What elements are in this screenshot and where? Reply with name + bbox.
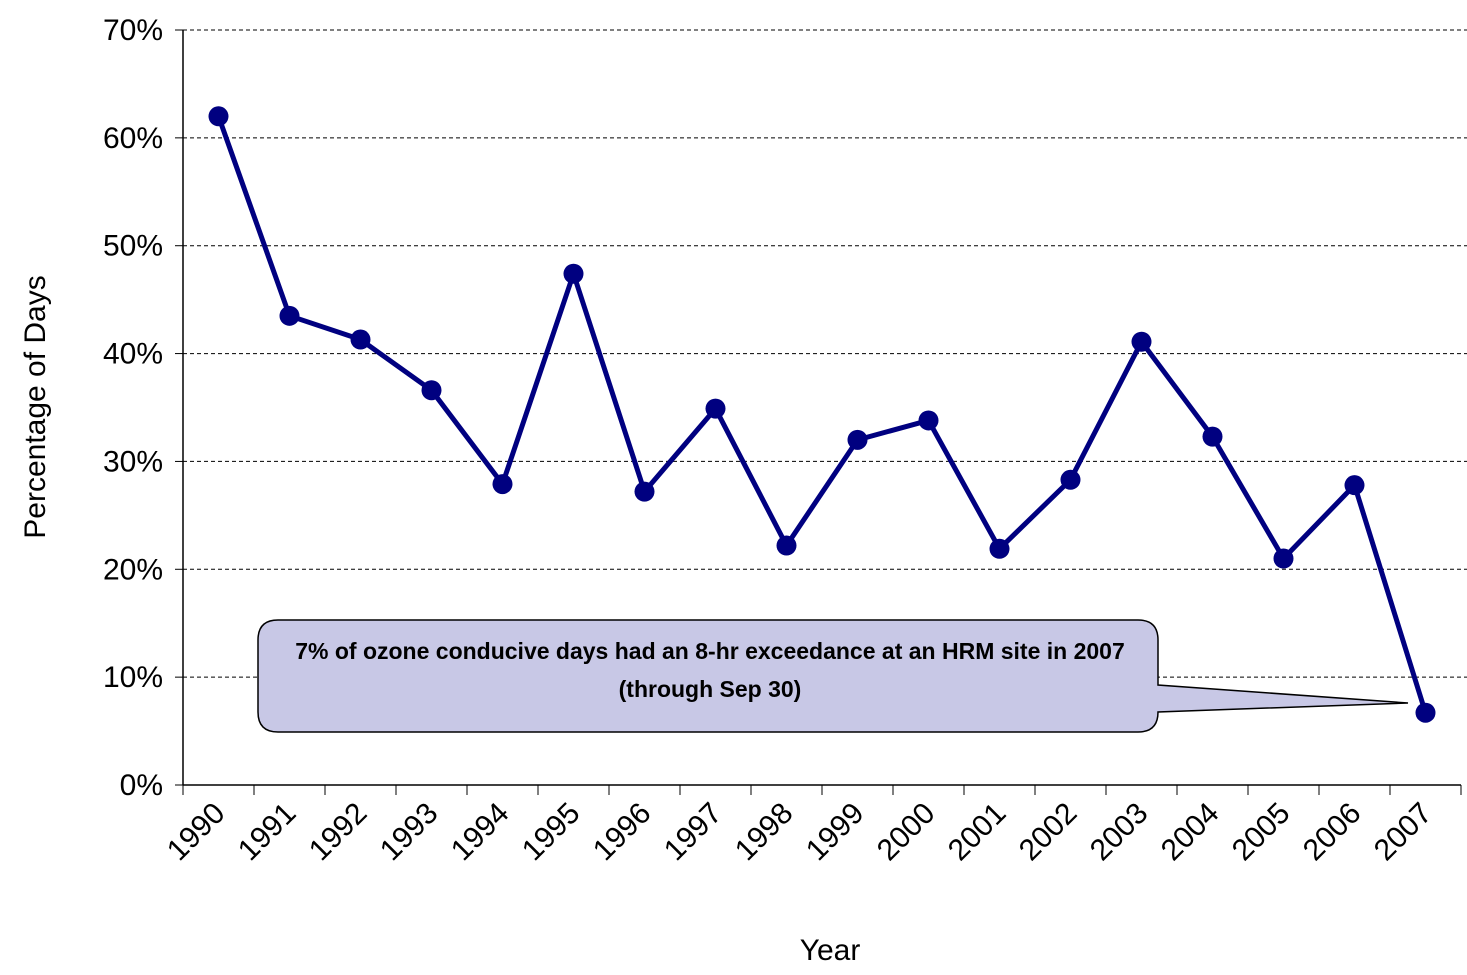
y-tick-label: 50% [103, 230, 163, 263]
y-tick-label: 70% [103, 14, 163, 47]
x-tick-label: 1993 [374, 797, 445, 868]
x-tick-label: 2005 [1226, 797, 1297, 868]
data-point [776, 535, 797, 556]
x-tick-label: 1997 [658, 797, 729, 868]
x-tick-label: 1998 [729, 797, 800, 868]
data-point [421, 380, 442, 401]
data-point [847, 429, 868, 450]
x-axis-label: Year [800, 934, 861, 967]
x-tick-label: 2001 [942, 797, 1013, 868]
x-tick-label: 1999 [800, 797, 871, 868]
x-tick-label: 1996 [587, 797, 658, 868]
x-tick-label: 1994 [445, 797, 516, 868]
x-tick-label: 1990 [161, 797, 232, 868]
y-tick-label: 30% [103, 445, 163, 478]
y-tick-label: 10% [103, 661, 163, 694]
data-point [634, 481, 655, 502]
data-point [279, 305, 300, 326]
y-tick-label: 0% [120, 769, 163, 802]
annotation: 7% of ozone conducive days had an 8-hr e… [295, 638, 1125, 702]
series-line [216, 115, 1428, 714]
x-tick-label: 2003 [1084, 797, 1155, 868]
data-point [208, 106, 229, 127]
data-point [1273, 548, 1294, 569]
data-point [1131, 331, 1152, 352]
data-point [1202, 426, 1223, 447]
y-axis-label: Percentage of Days [19, 275, 52, 538]
data-point [1060, 469, 1081, 490]
data-point [350, 329, 371, 350]
data-point [1415, 702, 1436, 723]
x-tick-label: 2006 [1297, 797, 1368, 868]
data-point [989, 538, 1010, 559]
data-point [918, 410, 939, 431]
x-tick-label: 2002 [1013, 797, 1084, 868]
data-point [705, 398, 726, 419]
y-tick-label: 20% [103, 553, 163, 586]
callout [257, 619, 1409, 733]
data-point [1344, 475, 1365, 496]
y-tick-label: 60% [103, 122, 163, 155]
x-tick-label: 2007 [1368, 797, 1439, 868]
y-tick-label: 40% [103, 338, 163, 371]
data-point [492, 474, 513, 495]
x-tick-label: 1992 [303, 797, 374, 868]
x-tick-label: 1995 [516, 797, 587, 868]
data-point [563, 263, 584, 284]
x-tick-label: 1991 [232, 797, 303, 868]
x-tick-label: 2000 [871, 797, 942, 868]
x-tick-label: 2004 [1155, 797, 1226, 868]
